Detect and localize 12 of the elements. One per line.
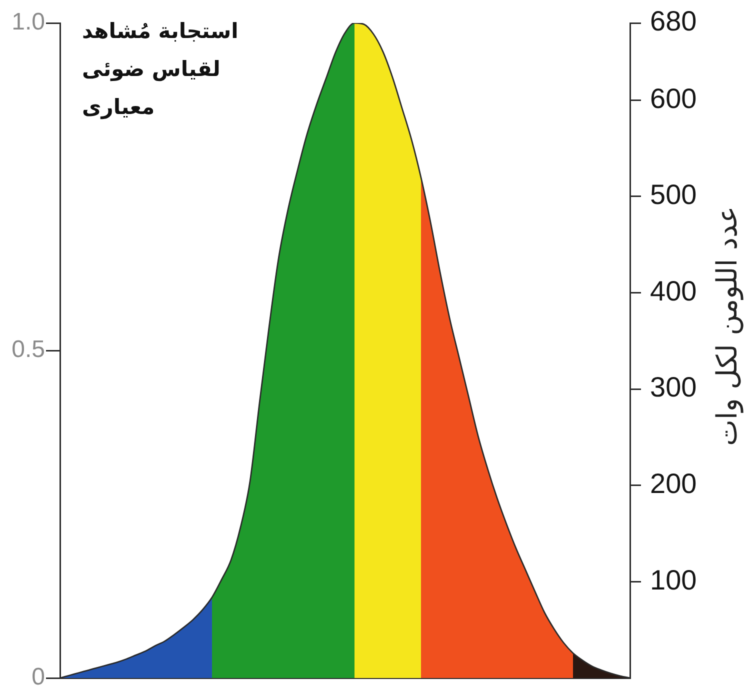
y2-tick-label: 680	[650, 6, 697, 37]
y-tick-label: 1.0	[12, 8, 45, 36]
y2-tick-label: 500	[650, 179, 697, 210]
text: استجابة مُشاهد لقياس ضوئى معيارى	[82, 18, 238, 122]
y-tick-label: 0	[32, 664, 45, 686]
y2-tick-label: 600	[650, 82, 697, 114]
y2-tick-label: 200	[650, 468, 697, 500]
y-tick-label: 0.5	[12, 336, 45, 364]
y2-axis-title: عدد اللومن لكل وات	[710, 206, 744, 446]
y2-tick-label: 400	[650, 275, 697, 306]
y2-tick-label: 300	[650, 372, 697, 403]
y2-tick-label: 100	[650, 564, 697, 596]
